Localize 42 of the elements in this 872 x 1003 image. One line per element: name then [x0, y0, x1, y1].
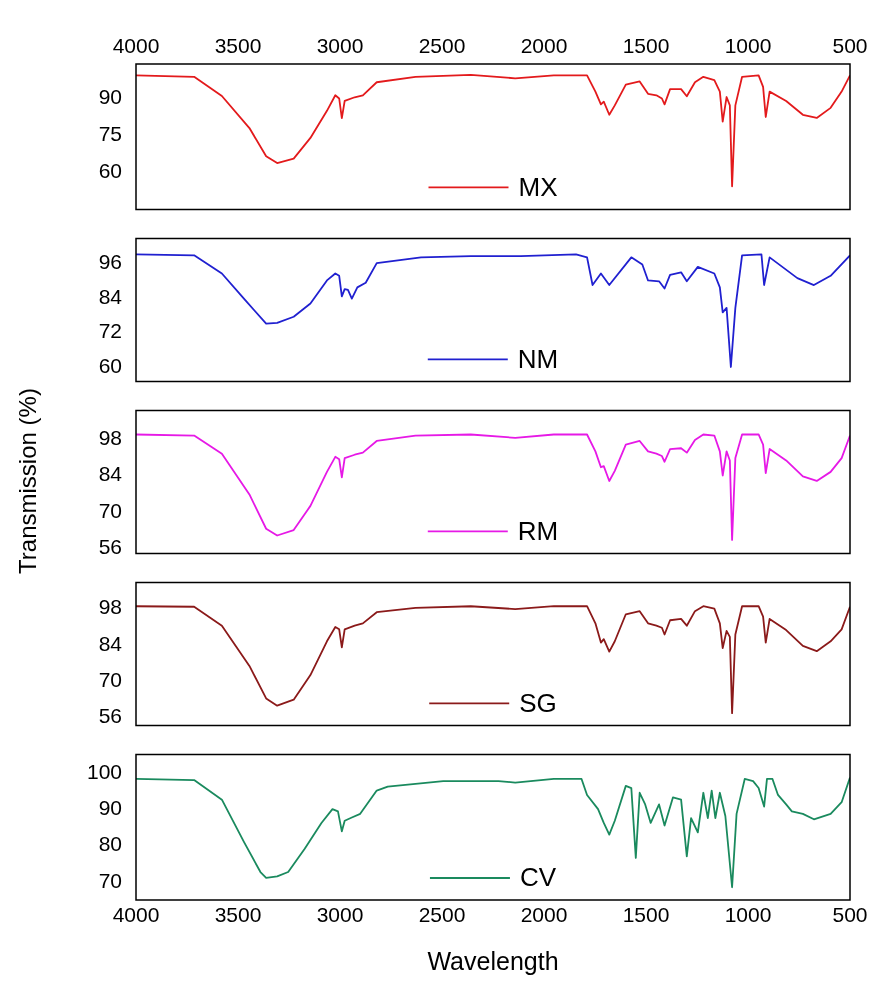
y-tick-label: 75	[98, 122, 122, 146]
y-tick-label: 56	[98, 535, 122, 558]
y-tick-label: 84	[98, 631, 123, 655]
y-tick-label: 100	[86, 759, 122, 783]
legend-label: MX	[518, 171, 558, 202]
y-tick-label: 60	[98, 353, 122, 377]
x-tick-label: 3500	[214, 903, 262, 927]
legend-label: SG	[519, 687, 557, 718]
x-tick-label: 2000	[520, 34, 568, 58]
x-tick-label: 500	[832, 34, 868, 58]
legend-label: CV	[519, 862, 557, 893]
y-tick-label: 90	[98, 85, 122, 109]
x-tick-label: 4000	[112, 34, 160, 58]
y-tick-label: 84	[98, 284, 123, 308]
legend-label: RM	[517, 515, 559, 546]
x-tick-label: 500	[832, 903, 868, 927]
x-tick-label: 4000	[112, 903, 160, 927]
y-tick-label: 70	[98, 498, 122, 522]
y-tick-label: 98	[98, 595, 122, 619]
y-tick-label: 80	[98, 832, 122, 856]
y-tick-label: 90	[98, 795, 122, 819]
y-tick-label: 96	[98, 249, 122, 273]
x-tick-label: 2000	[520, 903, 568, 927]
y-tick-label: 70	[98, 868, 122, 892]
y-tick-label: 60	[98, 159, 122, 183]
x-tick-label: 1500	[622, 34, 670, 58]
x-tick-label: 3000	[316, 903, 364, 927]
y-tick-label: 70	[98, 668, 122, 692]
x-tick-label: 3000	[316, 34, 364, 58]
y-axis-title: Transmission (%)	[14, 388, 42, 574]
legend-label: NM	[517, 343, 559, 374]
x-tick-label: 1500	[622, 903, 670, 927]
y-tick-label: 56	[98, 704, 122, 728]
y-tick-label: 72	[98, 319, 122, 343]
x-tick-label: 3500	[214, 34, 262, 58]
x-tick-label: 1000	[724, 34, 772, 58]
y-tick-label: 84	[98, 462, 123, 486]
y-tick-label: 98	[98, 425, 122, 449]
x-axis-title: Wavelength	[427, 946, 559, 975]
x-tick-label: 1000	[724, 903, 772, 927]
x-tick-label: 2500	[418, 903, 466, 927]
x-tick-label: 2500	[418, 34, 466, 58]
